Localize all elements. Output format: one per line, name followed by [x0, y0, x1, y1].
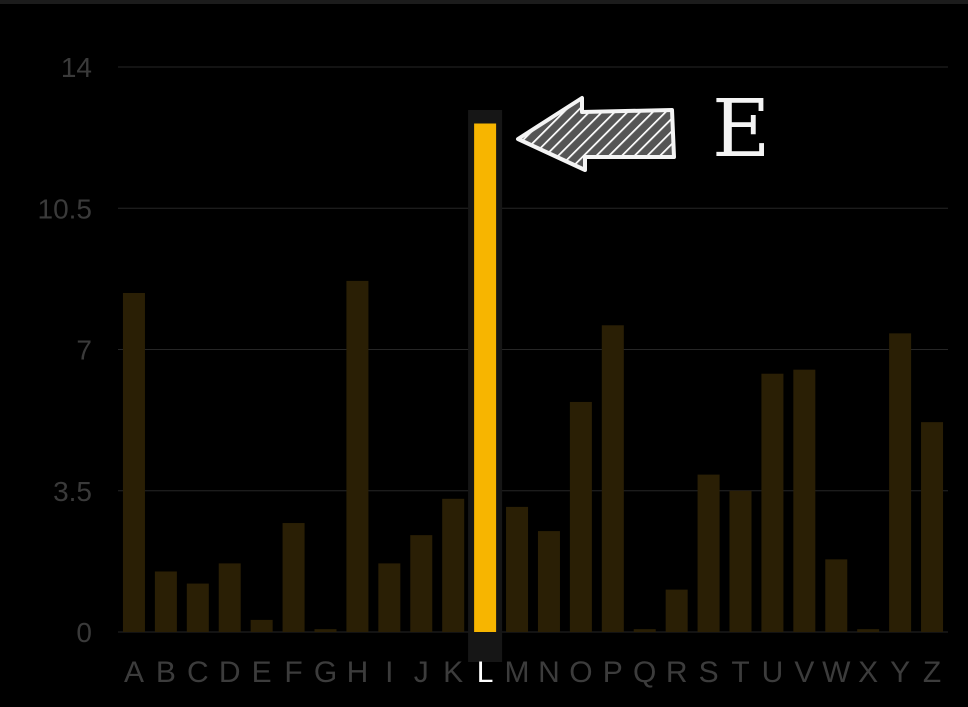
bar-h	[346, 280, 369, 632]
x-tick-label-v: V	[794, 656, 814, 689]
x-tick-label-l: L	[477, 656, 494, 689]
x-tick-label-z: Z	[923, 656, 941, 689]
x-tick-label-i: I	[385, 656, 393, 689]
x-tick-label-h: H	[347, 656, 369, 689]
y-tick-label: 7	[76, 335, 92, 366]
x-tick-label-b: B	[156, 656, 176, 689]
x-tick-label-o: O	[569, 656, 592, 689]
x-tick-label-k: K	[443, 656, 463, 689]
bar-e	[250, 619, 273, 632]
bar-d	[218, 563, 241, 632]
bar-k	[442, 498, 465, 632]
bar-i	[378, 563, 401, 632]
x-tick-label-t: T	[731, 656, 749, 689]
x-tick-label-c: C	[187, 656, 209, 689]
y-tick-label: 10.5	[38, 193, 93, 224]
y-tick-label: 3.5	[53, 476, 92, 507]
bars	[122, 123, 944, 632]
bar-m	[506, 506, 529, 632]
x-tick-label-u: U	[762, 656, 784, 689]
bar-y	[889, 333, 912, 632]
bar-v	[793, 369, 816, 632]
annotation: E	[516, 82, 770, 175]
bar-n	[537, 531, 560, 632]
bar-j	[410, 535, 433, 632]
top-border	[0, 0, 968, 4]
bar-q	[633, 629, 656, 632]
x-tick-label-y: Y	[890, 656, 910, 689]
x-tick-label-d: D	[219, 656, 241, 689]
bar-g	[314, 629, 337, 632]
gridlines	[118, 66, 948, 633]
bar-s	[697, 474, 720, 632]
bar-z	[921, 422, 944, 632]
x-tick-label-n: N	[538, 656, 560, 689]
x-tick-label-g: G	[314, 656, 337, 689]
bar-u	[761, 373, 784, 632]
hatched-arrow-left-icon	[516, 96, 676, 172]
x-tick-label-x: X	[858, 656, 878, 689]
y-tick-label: 0	[76, 617, 92, 648]
y-tick-label: 14	[61, 52, 92, 83]
bar-p	[601, 325, 624, 632]
x-tick-label-e: E	[252, 656, 272, 689]
bar-a	[122, 293, 145, 632]
bar-c	[186, 583, 209, 632]
bar-f	[282, 523, 305, 632]
x-tick-label-s: S	[699, 656, 719, 689]
x-tick-label-w: W	[822, 656, 851, 689]
bar-r	[665, 589, 688, 632]
y-axis: 0 3.5 7 10.5 14	[38, 52, 93, 648]
bar-w	[825, 559, 848, 632]
x-tick-label-m: M	[505, 656, 530, 689]
bar-l	[474, 123, 497, 632]
bar-x	[857, 629, 880, 632]
x-tick-label-f: F	[284, 656, 302, 689]
x-tick-label-q: Q	[633, 656, 656, 689]
annotation-label: E	[712, 82, 770, 175]
x-tick-label-a: A	[124, 656, 144, 689]
bar-t	[729, 490, 752, 632]
bar-o	[569, 401, 592, 632]
x-tick-label-j: J	[414, 656, 429, 689]
x-tick-label-p: P	[603, 656, 623, 689]
bar-b	[154, 571, 177, 632]
x-tick-label-r: R	[666, 656, 688, 689]
